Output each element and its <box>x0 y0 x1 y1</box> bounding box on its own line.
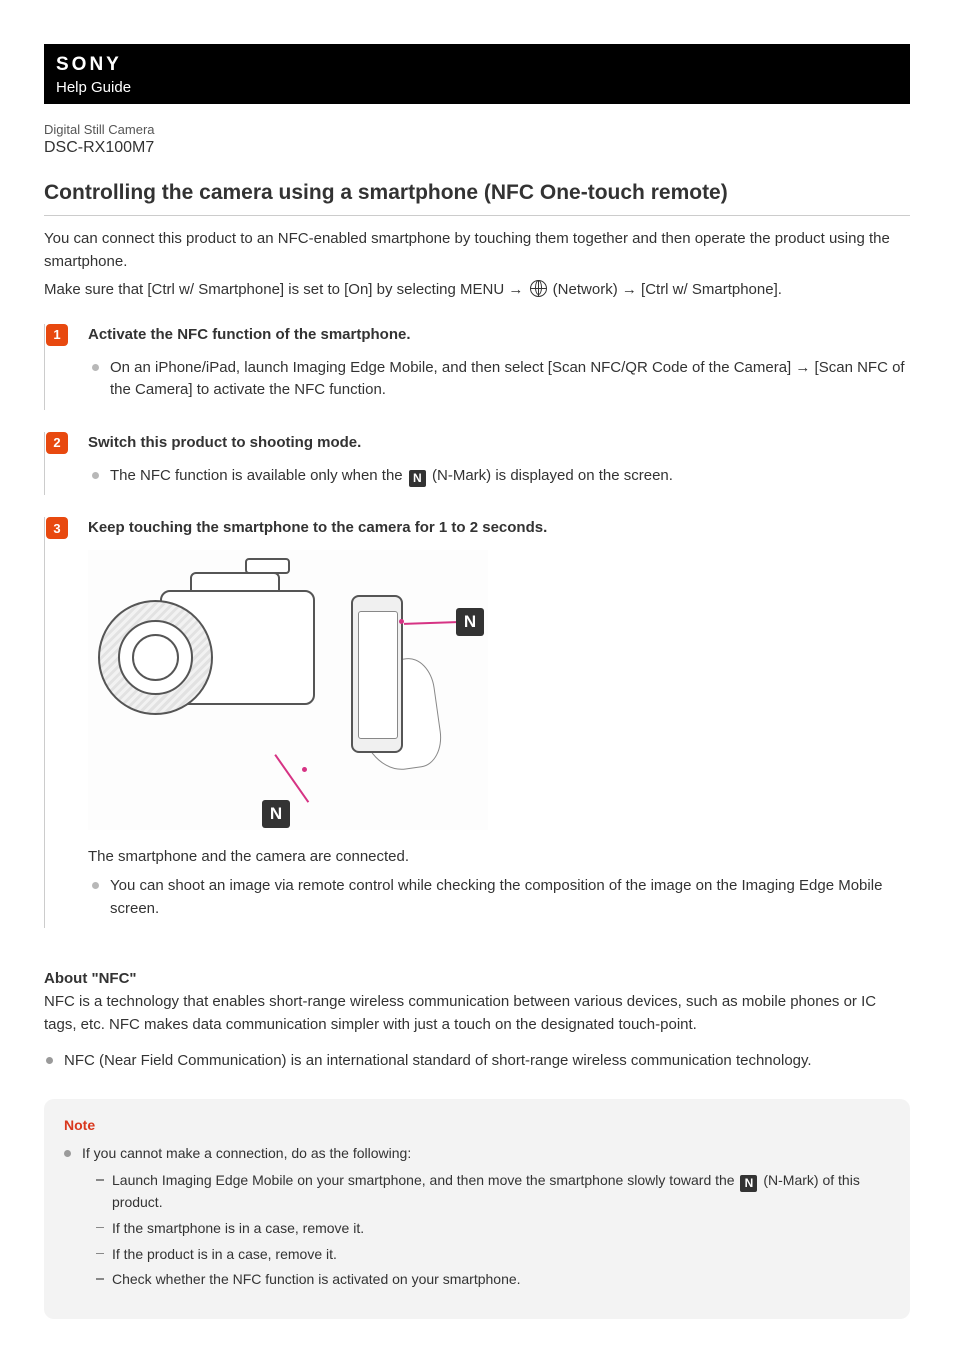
step-2: 2 Switch this product to shooting mode. … <box>44 432 910 496</box>
note-list: If you cannot make a connection, do as t… <box>64 1143 890 1291</box>
note-lead-text: If you cannot make a connection, do as t… <box>82 1145 411 1161</box>
n-mark-icon: N <box>740 1175 757 1192</box>
step-1-number: 1 <box>46 324 68 346</box>
product-category: Digital Still Camera <box>44 122 910 137</box>
step-1-bullet-1: On an iPhone/iPad, launch Imaging Edge M… <box>92 357 910 402</box>
intro-p2: Make sure that [Ctrl w/ Smartphone] is s… <box>44 279 910 302</box>
intro-block: You can connect this product to an NFC-e… <box>44 228 910 302</box>
callout-dot-camera <box>302 767 307 772</box>
step-3-title: Keep touching the smartphone to the came… <box>88 519 910 536</box>
network-icon <box>530 280 547 297</box>
note-heading: Note <box>64 1117 890 1133</box>
step-3-body: Keep touching the smartphone to the came… <box>88 517 910 928</box>
about-section: About "NFC" NFC is a technology that ena… <box>44 970 910 1073</box>
n-mark-icon: N <box>456 608 484 636</box>
step-2-bullet-post: (N-Mark) is displayed on the screen. <box>428 467 673 484</box>
n-mark-icon: N <box>409 470 426 487</box>
nfc-touch-illustration: N N <box>88 550 488 830</box>
intro-p2-pre: Make sure that [Ctrl w/ Smartphone] is s… <box>44 281 528 298</box>
step-2-body: Switch this product to shooting mode. Th… <box>88 432 910 496</box>
about-list: NFC (Near Field Communication) is an int… <box>44 1050 910 1073</box>
intro-p1: You can connect this product to an NFC-e… <box>44 228 910 273</box>
step-2-bullet-1: The NFC function is available only when … <box>92 465 910 488</box>
product-model: DSC-RX100M7 <box>44 139 910 157</box>
note-lead: If you cannot make a connection, do as t… <box>64 1143 890 1291</box>
step-2-bullet-pre: The NFC function is available only when … <box>110 467 407 484</box>
step-3-bullet-1: You can shoot an image via remote contro… <box>92 875 910 920</box>
note-sub-1-pre: Launch Imaging Edge Mobile on your smart… <box>112 1172 738 1188</box>
step-1: 1 Activate the NFC function of the smart… <box>44 324 910 410</box>
about-text: NFC is a technology that enables short-r… <box>44 991 910 1036</box>
title-rule <box>44 215 910 216</box>
step-3-number: 3 <box>46 517 68 539</box>
brand-logo: SONY <box>56 54 898 76</box>
about-bullet: NFC (Near Field Communication) is an int… <box>44 1050 910 1073</box>
intro-p2-post: (Network) → [Ctrl w/ Smartphone]. <box>549 281 782 298</box>
note-sub-1: Launch Imaging Edge Mobile on your smart… <box>96 1170 890 1214</box>
step-2-bullets: The NFC function is available only when … <box>88 465 910 488</box>
step-3-bullets: You can shoot an image via remote contro… <box>88 875 910 920</box>
step-1-rail: 1 <box>44 324 68 410</box>
step-2-rail: 2 <box>44 432 68 496</box>
n-mark-icon: N <box>262 800 290 828</box>
step-1-body: Activate the NFC function of the smartph… <box>88 324 910 410</box>
page-root: SONY Help Guide Digital Still Camera DSC… <box>0 0 954 1363</box>
note-box: Note If you cannot make a connection, do… <box>44 1099 910 1319</box>
step-3-connected: The smartphone and the camera are connec… <box>88 848 910 865</box>
note-sub-4: Check whether the NFC function is activa… <box>96 1269 890 1291</box>
header-bar: SONY Help Guide <box>44 44 910 104</box>
note-sub-2: If the smartphone is in a case, remove i… <box>96 1218 890 1240</box>
page-title: Controlling the camera using a smartphon… <box>44 181 910 205</box>
step-3: 3 Keep touching the smartphone to the ca… <box>44 517 910 928</box>
step-1-bullets: On an iPhone/iPad, launch Imaging Edge M… <box>88 357 910 402</box>
phone-graphic <box>351 595 403 753</box>
step-3-rail: 3 <box>44 517 68 928</box>
about-heading: About "NFC" <box>44 970 910 987</box>
help-guide-label: Help Guide <box>56 79 898 96</box>
note-sublist: Launch Imaging Edge Mobile on your smart… <box>82 1170 890 1291</box>
step-2-number: 2 <box>46 432 68 454</box>
note-sub-3: If the product is in a case, remove it. <box>96 1244 890 1266</box>
camera-graphic <box>90 560 340 760</box>
step-1-title: Activate the NFC function of the smartph… <box>88 326 910 343</box>
callout-line-camera <box>275 754 309 802</box>
callout-line-phone <box>404 621 456 624</box>
callout-dot-phone <box>399 619 404 624</box>
step-2-title: Switch this product to shooting mode. <box>88 434 910 451</box>
